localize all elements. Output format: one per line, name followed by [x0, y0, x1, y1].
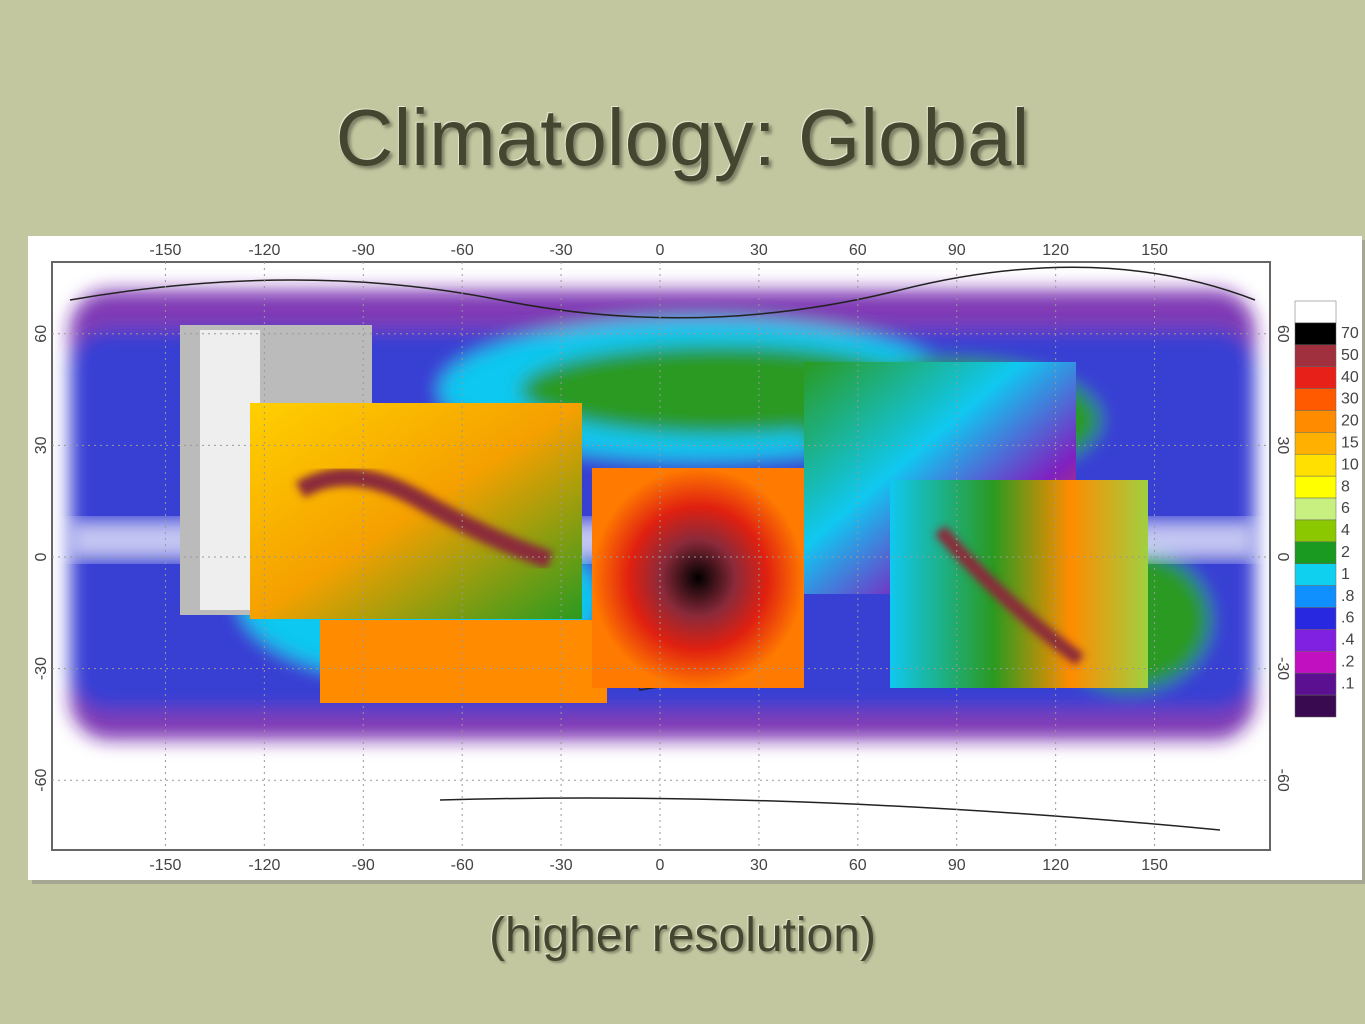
colorbar-label: 8	[1341, 478, 1350, 495]
y-tick-label: 0	[1274, 553, 1291, 562]
x-tick-label: -60	[451, 857, 474, 874]
colorbar-swatch	[1294, 585, 1337, 608]
x-tick-label: -150	[149, 242, 181, 259]
colorbar-swatch	[1294, 563, 1337, 586]
slide-subtitle: (higher resolution)	[489, 909, 876, 962]
x-tick-label: -90	[352, 242, 375, 259]
insets	[180, 325, 1148, 703]
y-tick-label: 0	[33, 552, 50, 561]
plot-frame	[51, 261, 1271, 851]
y-tick-label: -60	[1274, 769, 1291, 792]
colorbar-swatch	[1294, 651, 1337, 674]
y-tick-label: -30	[1274, 657, 1291, 680]
colorbar-label: 20	[1341, 413, 1359, 430]
colorbar-swatch	[1294, 497, 1337, 521]
y-tick-label: 60	[1274, 325, 1291, 343]
x-tick-label: 150	[1141, 242, 1168, 259]
x-tick-label: -90	[352, 857, 375, 874]
colorbar-label: .2	[1341, 653, 1354, 670]
colorbar-swatch	[1294, 519, 1337, 543]
colorbar-swatch	[1294, 410, 1337, 433]
colorbar-label: 40	[1341, 369, 1359, 386]
x-tick-label: 90	[948, 857, 966, 874]
colorbar-label: 70	[1341, 325, 1359, 342]
colorbar-swatch	[1294, 475, 1337, 499]
x-tick-label: 0	[656, 857, 665, 874]
x-tick-label: 150	[1141, 857, 1168, 874]
colorbar-label: 4	[1341, 522, 1350, 539]
colorbar-label: 2	[1341, 544, 1350, 561]
x-tick-label: -120	[248, 857, 280, 874]
colorbar-swatch	[1294, 541, 1337, 564]
colorbar-swatch	[1294, 607, 1337, 630]
colorbar-label: 1	[1341, 566, 1350, 583]
y-tick-label: 30	[33, 436, 50, 454]
colorbar-swatch	[1294, 454, 1337, 477]
y-tick-label: -30	[33, 657, 50, 680]
colorbar-label: .1	[1341, 675, 1354, 692]
colorbar-label: .4	[1341, 632, 1354, 649]
colorbar-label: 15	[1341, 435, 1359, 452]
x-tick-label: 60	[849, 857, 867, 874]
colorbar-label: 50	[1341, 347, 1359, 364]
colorbar-swatch	[1294, 629, 1337, 652]
colorbar-swatch	[1294, 672, 1337, 696]
x-tick-label: -60	[451, 242, 474, 259]
colorbar-swatch	[1294, 432, 1337, 455]
colorbar-label: 30	[1341, 391, 1359, 408]
colorbar-swatch	[1294, 388, 1337, 411]
colorbar-label: 6	[1341, 500, 1350, 517]
colorbar-swatch	[1294, 694, 1337, 718]
x-tick-label: 120	[1042, 242, 1069, 259]
x-tick-label: 60	[849, 242, 867, 259]
y-tick-label: -60	[33, 769, 50, 792]
colorbar-swatch	[1294, 300, 1337, 324]
x-tick-label: 120	[1042, 857, 1069, 874]
colorbar-swatch	[1294, 322, 1337, 346]
x-tick-label: 0	[656, 242, 665, 259]
x-tick-label: 30	[750, 857, 768, 874]
slide-title: Climatology: Global	[335, 93, 1030, 182]
x-tick-label: 90	[948, 242, 966, 259]
y-tick-label: 60	[33, 325, 50, 343]
colorbar-label: 10	[1341, 456, 1359, 473]
x-tick-label: -30	[550, 242, 573, 259]
x-tick-label: 30	[750, 242, 768, 259]
colorbar-swatch	[1294, 344, 1337, 367]
colorbar-swatch	[1294, 366, 1337, 389]
x-tick-label: -150	[149, 857, 181, 874]
y-tick-label: 30	[1274, 437, 1291, 455]
x-tick-label: -120	[248, 242, 280, 259]
colorbar-label: .6	[1341, 610, 1354, 627]
colorbar-label: .8	[1341, 588, 1354, 605]
x-tick-label: -30	[550, 857, 573, 874]
